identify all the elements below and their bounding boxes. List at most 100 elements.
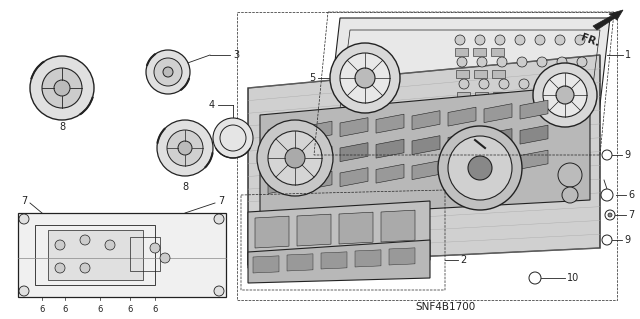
- Polygon shape: [248, 240, 430, 283]
- Circle shape: [150, 243, 160, 253]
- Polygon shape: [376, 139, 404, 158]
- Circle shape: [157, 120, 213, 176]
- Circle shape: [608, 213, 612, 217]
- Text: 4: 4: [209, 100, 215, 110]
- Circle shape: [459, 79, 469, 89]
- Circle shape: [42, 68, 82, 108]
- Circle shape: [575, 35, 585, 45]
- Polygon shape: [255, 216, 289, 248]
- Text: 1: 1: [625, 50, 631, 60]
- Bar: [456, 70, 469, 78]
- Circle shape: [19, 214, 29, 224]
- Polygon shape: [297, 214, 331, 246]
- Circle shape: [448, 136, 512, 200]
- Bar: [457, 92, 470, 100]
- Polygon shape: [448, 132, 476, 151]
- Text: 6: 6: [97, 305, 102, 314]
- Circle shape: [214, 286, 224, 296]
- Bar: [493, 92, 506, 100]
- Circle shape: [163, 67, 173, 77]
- Circle shape: [501, 101, 511, 111]
- Bar: [455, 48, 468, 56]
- Circle shape: [521, 101, 531, 111]
- Polygon shape: [484, 129, 512, 148]
- Circle shape: [213, 118, 253, 158]
- Polygon shape: [448, 157, 476, 176]
- Text: 9: 9: [624, 235, 630, 245]
- Polygon shape: [268, 175, 296, 194]
- Text: 7: 7: [218, 196, 224, 206]
- Circle shape: [517, 57, 527, 67]
- Circle shape: [475, 35, 485, 45]
- Polygon shape: [253, 256, 279, 273]
- Circle shape: [55, 240, 65, 250]
- Circle shape: [214, 214, 224, 224]
- Polygon shape: [340, 118, 368, 137]
- Text: 6: 6: [628, 190, 634, 200]
- Polygon shape: [248, 201, 430, 268]
- Text: 6: 6: [127, 305, 132, 314]
- Circle shape: [535, 35, 545, 45]
- Polygon shape: [389, 248, 415, 265]
- Polygon shape: [520, 150, 548, 169]
- Circle shape: [477, 57, 487, 67]
- Circle shape: [577, 57, 587, 67]
- Text: 6: 6: [39, 305, 45, 314]
- Polygon shape: [484, 104, 512, 122]
- Circle shape: [468, 156, 492, 180]
- Circle shape: [80, 235, 90, 245]
- Circle shape: [438, 126, 522, 210]
- Polygon shape: [381, 210, 415, 242]
- Circle shape: [55, 263, 65, 273]
- Circle shape: [154, 58, 182, 86]
- Circle shape: [557, 57, 567, 67]
- Circle shape: [30, 56, 94, 120]
- Polygon shape: [248, 55, 600, 265]
- Circle shape: [533, 63, 597, 127]
- Circle shape: [160, 253, 170, 263]
- Polygon shape: [355, 250, 381, 267]
- Polygon shape: [287, 254, 313, 271]
- Bar: [492, 70, 505, 78]
- Circle shape: [515, 35, 525, 45]
- Polygon shape: [448, 107, 476, 126]
- Text: 6: 6: [152, 305, 157, 314]
- Circle shape: [355, 68, 375, 88]
- Text: 8: 8: [59, 122, 65, 132]
- Circle shape: [541, 101, 551, 111]
- Text: 6: 6: [62, 305, 68, 314]
- Polygon shape: [321, 252, 347, 269]
- Text: 2: 2: [460, 255, 467, 265]
- Circle shape: [499, 79, 509, 89]
- Circle shape: [537, 57, 547, 67]
- Circle shape: [268, 131, 322, 185]
- Circle shape: [146, 50, 190, 94]
- Circle shape: [457, 57, 467, 67]
- Circle shape: [285, 148, 305, 168]
- Polygon shape: [304, 171, 332, 190]
- Circle shape: [562, 187, 578, 203]
- Bar: [130, 237, 160, 271]
- Polygon shape: [268, 125, 296, 144]
- Circle shape: [581, 101, 591, 111]
- Circle shape: [178, 141, 192, 155]
- Circle shape: [559, 79, 569, 89]
- Bar: [475, 92, 488, 100]
- Polygon shape: [304, 146, 332, 165]
- Circle shape: [602, 150, 612, 160]
- Text: FR.: FR.: [580, 32, 601, 48]
- Circle shape: [561, 101, 571, 111]
- Circle shape: [80, 263, 90, 273]
- Polygon shape: [412, 111, 440, 130]
- Polygon shape: [376, 164, 404, 183]
- Circle shape: [461, 101, 471, 111]
- Bar: [18, 213, 226, 297]
- Circle shape: [605, 210, 615, 220]
- Bar: [473, 48, 486, 56]
- Circle shape: [340, 53, 390, 103]
- Circle shape: [555, 35, 565, 45]
- Polygon shape: [260, 85, 590, 218]
- Circle shape: [556, 86, 574, 104]
- Text: 9: 9: [624, 150, 630, 160]
- Circle shape: [105, 240, 115, 250]
